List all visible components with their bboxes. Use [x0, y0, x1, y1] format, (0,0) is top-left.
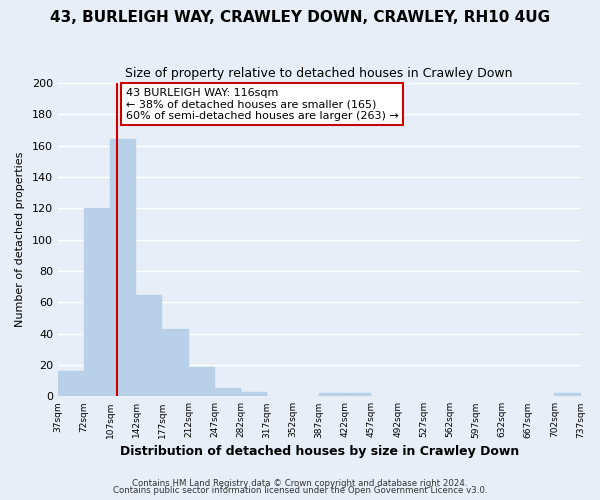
Text: Contains public sector information licensed under the Open Government Licence v3: Contains public sector information licen… [113, 486, 487, 495]
Bar [241, 392, 267, 396]
Bar [554, 393, 581, 396]
Bar [319, 393, 346, 396]
Y-axis label: Number of detached properties: Number of detached properties [15, 152, 25, 328]
Bar [215, 388, 241, 396]
Bar [163, 329, 188, 396]
Bar [58, 372, 84, 396]
Text: Contains HM Land Registry data © Crown copyright and database right 2024.: Contains HM Land Registry data © Crown c… [132, 478, 468, 488]
X-axis label: Distribution of detached houses by size in Crawley Down: Distribution of detached houses by size … [119, 444, 519, 458]
Text: 43 BURLEIGH WAY: 116sqm
← 38% of detached houses are smaller (165)
60% of semi-d: 43 BURLEIGH WAY: 116sqm ← 38% of detache… [126, 88, 398, 121]
Title: Size of property relative to detached houses in Crawley Down: Size of property relative to detached ho… [125, 68, 513, 80]
Bar [84, 208, 110, 396]
Text: 43, BURLEIGH WAY, CRAWLEY DOWN, CRAWLEY, RH10 4UG: 43, BURLEIGH WAY, CRAWLEY DOWN, CRAWLEY,… [50, 10, 550, 25]
Bar [346, 393, 371, 396]
Bar [136, 294, 163, 396]
Bar [188, 366, 215, 396]
Bar [110, 140, 136, 396]
